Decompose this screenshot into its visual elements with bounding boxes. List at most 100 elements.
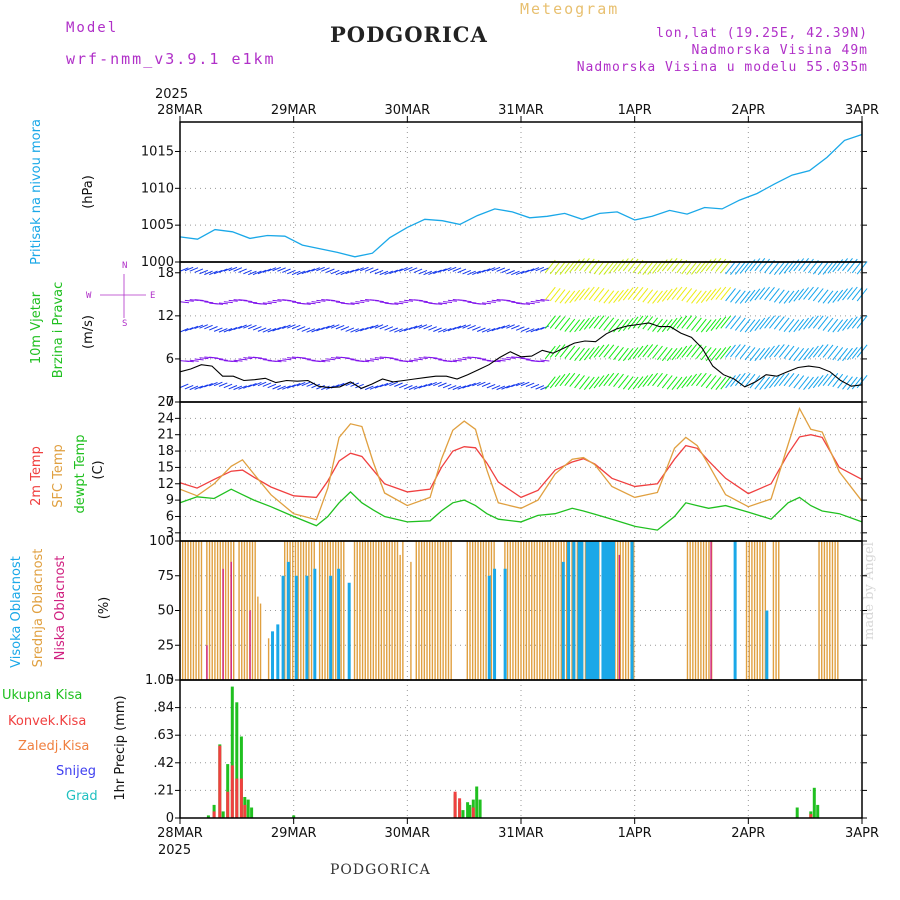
wind-barb (676, 286, 688, 301)
wind-barb (632, 345, 644, 359)
pressure-unit: (hPa) (81, 175, 96, 209)
wind-barb (374, 269, 384, 275)
wind-barb (812, 261, 824, 275)
wind-barb (700, 347, 712, 361)
wind-barb (418, 384, 428, 389)
wind-barb (218, 359, 228, 361)
wind-barb (189, 385, 199, 391)
wind-barb (812, 374, 824, 389)
wind-barb (413, 324, 423, 329)
wind-barb (476, 381, 486, 387)
wind-barb (447, 299, 457, 302)
wind-barb (296, 270, 306, 276)
wind-barb (695, 260, 707, 274)
wind-barb (423, 270, 433, 276)
wind-barb (700, 289, 712, 303)
wind-barb (340, 270, 350, 276)
wind-barb (199, 300, 209, 302)
wind-barb (287, 300, 297, 302)
wind-barb (579, 317, 590, 332)
wind-barb (364, 385, 374, 391)
wind-barb (832, 289, 844, 303)
wind-barb (608, 318, 619, 332)
wind-barb (705, 288, 717, 302)
wind-barb (262, 328, 272, 333)
wind-barb (583, 376, 595, 390)
wind-unit: (m/s) (81, 315, 96, 349)
wind-barb (350, 302, 360, 305)
wind-barb (384, 270, 394, 276)
wind-barb (491, 266, 501, 272)
wind-barb (228, 299, 238, 302)
time-label-top: 28MAR (157, 103, 203, 118)
wind-barb (846, 376, 858, 390)
time-label-bottom: 29MAR (271, 826, 317, 841)
wind-legend-e: E (150, 291, 155, 301)
wind-barb (374, 384, 384, 389)
wind-barb (472, 270, 481, 276)
wind-barb (705, 375, 717, 389)
wind-barb (204, 301, 214, 304)
wind-barb (593, 375, 605, 389)
wind-barb (228, 327, 238, 332)
wind-barb (817, 344, 829, 358)
wind-barb (681, 344, 693, 358)
wind-barb (433, 269, 442, 275)
wind-barb (486, 301, 496, 303)
wind-barb (252, 326, 262, 331)
wind-barb (671, 316, 683, 330)
wind-barb (345, 357, 355, 360)
wind-barb (769, 344, 780, 358)
wind-barb (705, 347, 717, 362)
wind-barb (374, 324, 384, 329)
wind-barb (496, 325, 506, 330)
wind-barb (788, 319, 800, 333)
wind-barb (179, 383, 189, 389)
pressure-ytick-label: 1000 (141, 255, 174, 270)
wind-barb (374, 300, 384, 303)
wind-barb (691, 317, 702, 331)
wind-barb (491, 360, 501, 363)
wind-barb (243, 384, 252, 389)
wind-barb (769, 375, 780, 389)
wind-barb (496, 267, 506, 272)
wind-barb (511, 270, 520, 276)
wind-barb (554, 344, 566, 358)
year-label-top: 2025 (155, 87, 188, 102)
wind-barb (798, 287, 809, 301)
wind-barb (734, 317, 746, 331)
wind-barb (583, 286, 595, 300)
wind-barb (408, 325, 418, 330)
wind-barb (286, 269, 296, 275)
wind-barb (199, 357, 209, 360)
wind-barb (272, 385, 281, 390)
wind-barb (291, 270, 301, 276)
wind-barb (301, 381, 311, 387)
wind-barb (311, 328, 320, 333)
wind-barb (739, 290, 751, 304)
wind-barb (447, 266, 457, 272)
elevation-text: Nadmorska Visina 49m (691, 43, 868, 58)
wind-barb (253, 356, 263, 359)
wind-barb (695, 372, 707, 387)
wind-barb (428, 326, 437, 331)
wind-barb (223, 301, 233, 304)
wind-barb (627, 347, 639, 361)
total-precip-bar (292, 815, 296, 818)
wind-barb (233, 267, 243, 272)
wind-barb (199, 324, 208, 329)
conv-precip-bar (235, 778, 239, 818)
wind-barb (355, 328, 364, 333)
wind-barb (467, 270, 476, 276)
wind-barb (399, 327, 408, 333)
wind-barb (413, 358, 423, 361)
total-precip-bar (812, 787, 816, 818)
wind-barb (588, 376, 600, 390)
wind-barb (481, 382, 491, 388)
time-label-bottom: 1APR (618, 826, 652, 841)
wind-barb (647, 344, 658, 358)
wind-barb (413, 268, 423, 274)
wind-barb (194, 324, 204, 330)
wind-barb (803, 316, 814, 330)
conv-precip-bar (243, 804, 247, 818)
